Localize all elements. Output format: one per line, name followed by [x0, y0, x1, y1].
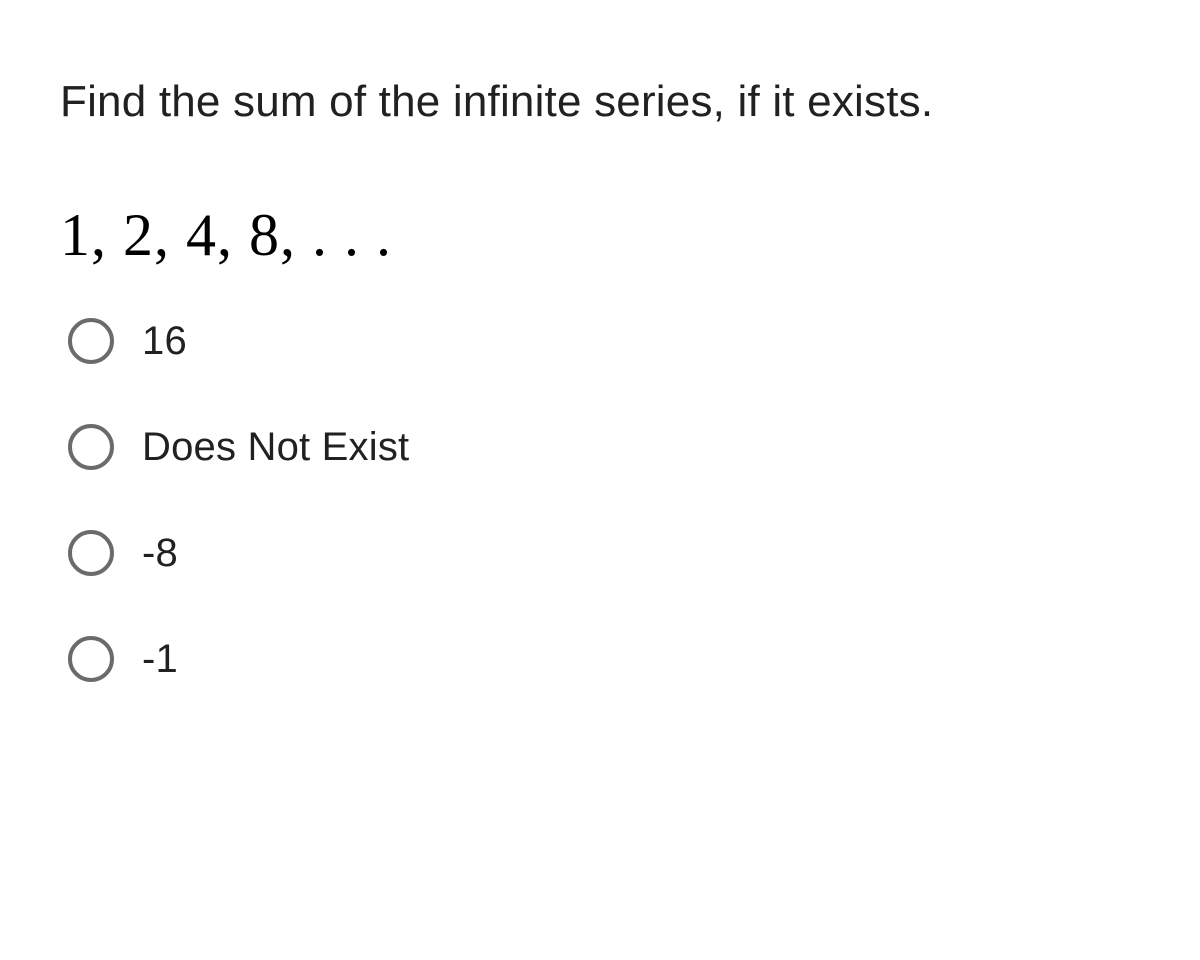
option-row-1[interactable]: Does Not Exist — [68, 424, 1140, 470]
option-row-0[interactable]: 16 — [68, 318, 1140, 364]
option-label: -1 — [142, 637, 178, 682]
option-label: Does Not Exist — [142, 425, 409, 470]
question-prompt: Find the sum of the infinite series, if … — [60, 72, 1140, 131]
radio-icon[interactable] — [68, 424, 114, 470]
option-label: -8 — [142, 531, 178, 576]
options-list: 16 Does Not Exist -8 -1 — [60, 318, 1140, 682]
radio-icon[interactable] — [68, 318, 114, 364]
option-row-2[interactable]: -8 — [68, 530, 1140, 576]
radio-icon[interactable] — [68, 636, 114, 682]
radio-icon[interactable] — [68, 530, 114, 576]
option-row-3[interactable]: -1 — [68, 636, 1140, 682]
series-expression: 1, 2, 4, 8, . . . — [60, 201, 1140, 270]
option-label: 16 — [142, 319, 187, 364]
